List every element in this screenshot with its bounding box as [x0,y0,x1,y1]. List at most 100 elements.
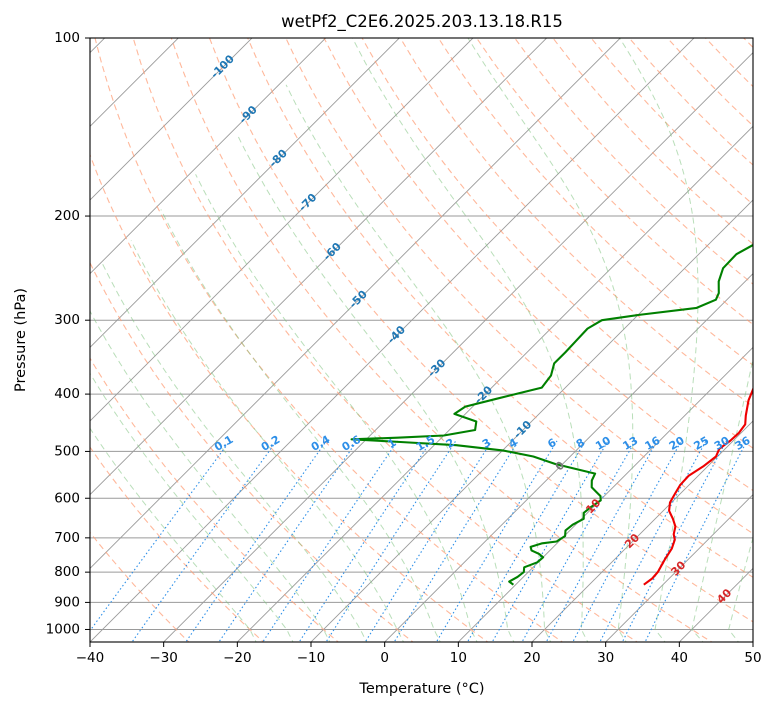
mixing-ratio-line [90,440,231,632]
warm-isotherm-label: 20 [622,531,642,551]
mixing-ratio-label: 16 [643,434,663,453]
isotherm-line [90,38,548,496]
moist-adiabat-line [160,209,441,642]
mixing-ratio-label: 0.1 [212,433,235,454]
moist-adiabat-line [130,240,405,642]
dry-adiabat-line [132,38,639,642]
y-tick-label: 600 [54,490,80,506]
y-tick-label: 200 [54,208,80,224]
dry-adiabat-line [247,38,753,578]
isotherm-line [457,346,753,642]
isotherm-label: -100 [208,52,237,81]
moist-adiabat-line [101,262,368,642]
mixing-ratio-label: 2 [444,436,457,451]
y-tick-label: 1000 [46,621,80,637]
isotherm-label: -40 [385,323,408,346]
mixing-ratio-line [572,440,682,642]
x-tick-label: 30 [597,650,614,666]
y-tick-label: 100 [54,30,80,46]
mixing-ratio-line [298,440,432,642]
dry-adiabat-line [437,38,753,366]
x-tick-label: 20 [523,650,540,666]
isotherm-label: -30 [425,356,448,379]
warm-isotherm-label: 30 [668,558,688,578]
mixing-ratio-line [491,440,609,642]
moist-adiabat-line [285,84,552,642]
dry-adiabat-line [552,38,753,245]
moist-adiabat-line [195,174,478,642]
mixing-ratio-label: 6 [545,436,558,451]
mixing-ratio-line [393,440,519,642]
x-tick-label: −10 [297,650,326,666]
moist-adiabat-line [236,133,515,642]
y-tick-label: 500 [54,443,80,459]
x-tick-label: 0 [380,650,389,666]
y-axis: 100 200 300 400 500 600 700 800 900 1000 [46,30,90,637]
background-lines [90,38,753,642]
isotherm-label: -90 [237,103,260,126]
moist-adiabat-line [90,372,294,642]
isotherm-line [90,38,474,422]
dry-adiabat-line [208,38,753,623]
mixing-ratio-line [466,440,586,642]
isotherm-line [90,38,400,348]
x-tick-label: −30 [149,650,178,666]
mixing-ratio-line [435,440,558,642]
moist-adiabat-line [728,535,753,642]
y-tick-label: 900 [54,594,80,610]
moist-adiabat-line [467,38,634,642]
x-tick-label: 10 [450,650,467,666]
dry-adiabat-line [514,38,753,285]
warm-isotherm-label: 40 [714,586,734,606]
isotherm-label: -60 [321,240,344,263]
y-tick-label: 700 [54,530,80,546]
isotherm-line [531,420,753,642]
profile-lines [350,243,753,586]
isotherm-line [90,38,327,275]
mixing-ratio-line [599,440,707,642]
mixing-ratio-label: 20 [667,434,687,453]
x-tick-label: −20 [223,650,252,666]
x-tick-label: 40 [671,650,688,666]
mixing-ratio-label: 8 [574,436,587,451]
y-tick-label: 800 [54,564,80,580]
dry-adiabat-line [90,446,265,642]
dry-adiabat-line [323,38,753,492]
chart-title: wetPf2_C2E6.2025.203.13.18.R15 [281,12,563,32]
dry-adiabat-line [361,38,753,449]
isotherm-line [678,567,753,642]
x-axis-label: Temperature (°C) [358,681,484,697]
mixing-ratio-line [131,440,278,642]
y-axis-label: Pressure (hPa) [13,288,29,392]
mixing-ratio-label: 0.2 [259,433,282,454]
dry-adiabat-line [90,261,414,642]
isotherm-line [605,494,753,642]
dry-adiabat-line [743,38,753,49]
moist-adiabat-line [90,310,331,642]
mixing-ratio-label: 10 [593,434,613,453]
dry-adiabat-line [590,38,753,206]
isotherm-label: -50 [347,287,370,310]
mixing-ratio-line [325,440,457,642]
moist-adiabat-line [691,356,753,642]
mixing-ratio-label: 0.4 [309,433,333,454]
dry-adiabat-line [94,38,564,642]
isotherm-line [236,125,753,642]
isotherm-label: -70 [296,191,319,214]
isotherm-line [752,641,753,642]
moist-adiabat-line [90,427,257,642]
isotherm-label: -10 [511,418,534,441]
isotherm-line [90,38,695,642]
y-tick-label: 300 [54,312,80,328]
dry-adiabat-line [399,38,753,408]
mixing-ratio-label: 13 [621,434,641,453]
isotherm-line [163,52,753,642]
mixing-ratio-line [364,440,493,642]
x-tick-label: 50 [744,650,761,666]
mixing-ratio-line [262,440,399,642]
mixing-ratio-label: 0.6 [340,433,364,454]
moist-adiabat-line [351,38,589,642]
dewpoint-profile [350,243,753,586]
dry-adiabat-line [476,38,753,326]
